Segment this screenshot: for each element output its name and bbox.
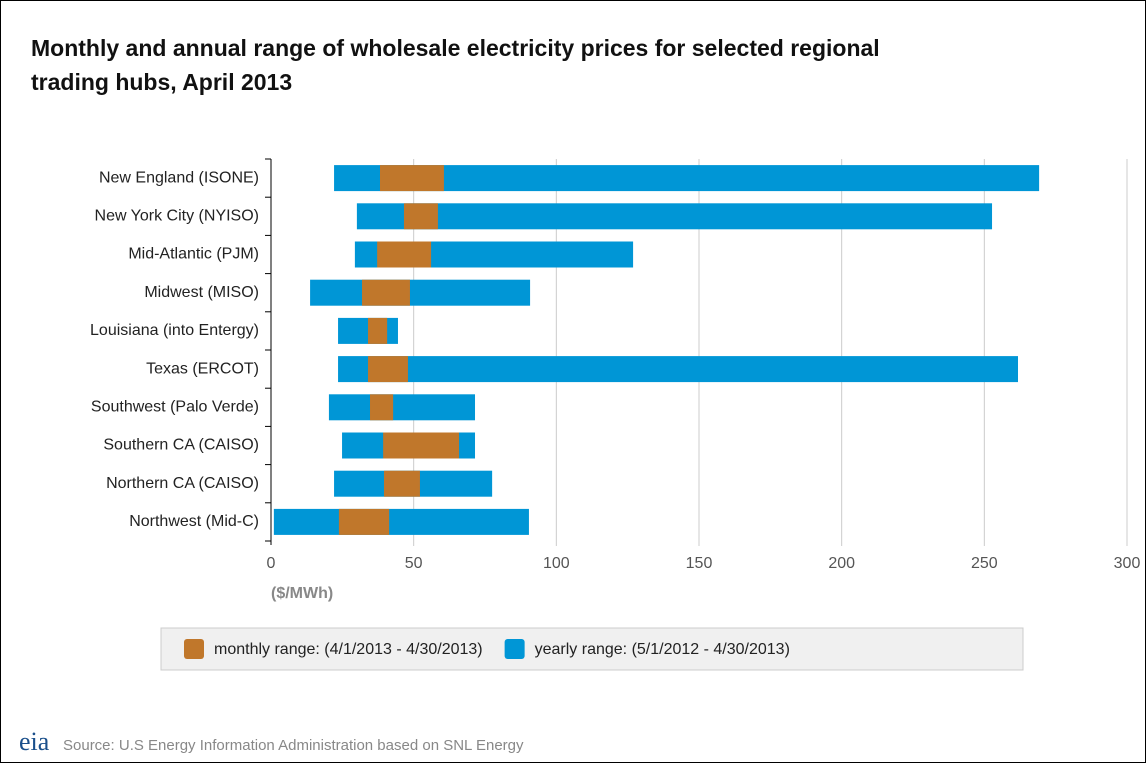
y-tick-label: Northwest (Mid-C): [129, 513, 259, 530]
bar: [362, 279, 410, 306]
legend-swatch: [184, 639, 204, 659]
logo: eia: [19, 727, 50, 756]
bar: [383, 432, 460, 459]
bar: [273, 508, 529, 535]
bar: [334, 165, 1040, 192]
y-tick-label: New York City (NYISO): [95, 208, 259, 225]
bar: [368, 356, 408, 383]
y-tick-label: Southwest (Palo Verde): [91, 399, 259, 416]
bar: [383, 470, 420, 497]
y-tick-label: Northern CA (CAISO): [106, 475, 259, 492]
bar: [356, 203, 993, 230]
x-axis-label: ($/MWh): [271, 585, 333, 602]
x-tick-label: 50: [405, 555, 423, 572]
x-tick-label: 150: [686, 555, 713, 572]
legend-swatch: [504, 639, 525, 659]
source: Source: U.S Energy Information Administr…: [63, 737, 524, 754]
x-tick-label: 250: [971, 555, 998, 572]
legend-label: yearly range: (5/1/2012 - 4/30/2013): [535, 641, 790, 658]
bar: [403, 203, 438, 230]
bar: [310, 279, 531, 306]
x-tick-label: 200: [828, 555, 855, 572]
y-tick-label: Midwest (MISO): [144, 284, 259, 301]
x-tick-label: 0: [267, 555, 276, 572]
x-tick-label: 300: [1114, 555, 1141, 572]
y-tick-label: Southern CA (CAISO): [103, 437, 259, 454]
y-tick-label: Louisiana (into Entergy): [90, 322, 259, 339]
bar: [328, 394, 476, 421]
bar: [368, 317, 388, 344]
y-tick-label: Mid-Atlantic (PJM): [128, 246, 259, 263]
bar: [379, 165, 444, 192]
bar: [338, 356, 1019, 383]
bar: [370, 394, 394, 421]
y-tick-label: New England (ISONE): [99, 169, 259, 186]
legend-label: monthly range: (4/1/2013 - 4/30/2013): [214, 641, 483, 658]
bar: [338, 508, 390, 535]
x-tick-label: 100: [543, 555, 570, 572]
y-tick-label: Texas (ERCOT): [146, 360, 259, 377]
bar: [377, 241, 432, 268]
chart-title: Monthly and annual range of wholesale el…: [31, 35, 880, 95]
legend-box: [160, 627, 1024, 671]
